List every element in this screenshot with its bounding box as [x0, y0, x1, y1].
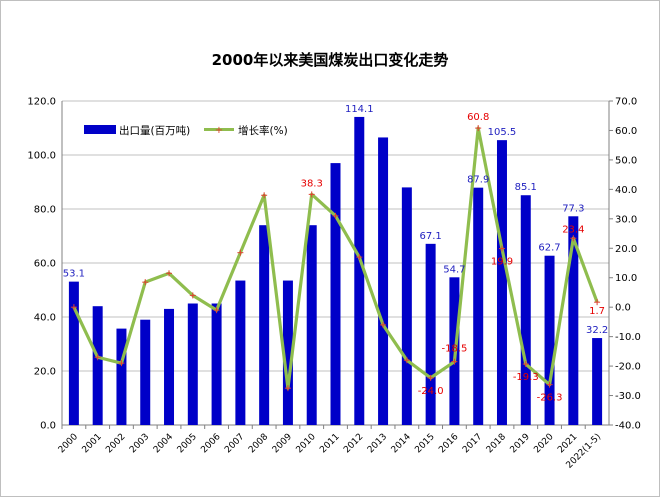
- bar-value-label: 114.1: [345, 104, 374, 115]
- bar: [259, 225, 270, 425]
- bar: [473, 187, 484, 425]
- legend-line-label: 增长率(%): [238, 124, 288, 137]
- growth-value-label: 60.8: [467, 112, 489, 123]
- bar: [282, 280, 293, 425]
- bar: [401, 187, 412, 425]
- growth-value-label: -18.5: [441, 344, 467, 355]
- x-axis-tick-label: 2017: [461, 432, 484, 455]
- x-axis-tick-label: 2004: [152, 432, 175, 455]
- x-axis-tick-label: 2000: [57, 432, 80, 455]
- bar: [568, 216, 579, 425]
- bar-value-label: 87.9: [467, 175, 489, 186]
- bar-value-label: 77.3: [562, 203, 584, 214]
- left-axis-tick-label: 100.0: [27, 151, 56, 162]
- x-axis-tick-label: 2011: [318, 432, 341, 455]
- bar: [164, 308, 175, 425]
- growth-value-label: -19.3: [513, 372, 539, 383]
- left-axis-tick-label: 40.0: [34, 313, 56, 324]
- right-axis-tick-label: 20.0: [615, 244, 637, 255]
- bar-value-label: 32.2: [586, 325, 608, 336]
- x-axis-tick-label: 2014: [390, 432, 413, 455]
- bar: [330, 163, 341, 425]
- bar-value-label: 53.1: [63, 269, 85, 280]
- x-axis-tick-label: 2013: [366, 432, 389, 455]
- right-axis-tick-label: -10.0: [615, 332, 641, 343]
- legend-bar-swatch: [84, 125, 116, 134]
- left-axis-tick-label: 20.0: [34, 367, 56, 378]
- bar: [496, 140, 507, 425]
- x-axis-tick-label: 2019: [509, 432, 532, 455]
- x-axis-tick-label: 2015: [413, 432, 436, 455]
- x-axis-tick-label: 2007: [223, 432, 246, 455]
- bar: [92, 306, 103, 425]
- right-axis-tick-label: -20.0: [615, 362, 641, 373]
- bar: [544, 255, 555, 425]
- growth-value-label: 23.4: [562, 224, 584, 235]
- bar: [187, 303, 198, 425]
- legend: 出口量(百万吨) + 增长率(%): [84, 124, 288, 137]
- x-axis-tick-label: 2003: [128, 432, 151, 455]
- right-axis-tick-label: 70.0: [615, 97, 637, 108]
- left-axis-tick-label: 120.0: [27, 97, 56, 108]
- x-axis-tick-label: 2020: [532, 432, 555, 455]
- right-axis-tick-label: 50.0: [615, 155, 637, 166]
- x-axis-tick-label: 2010: [295, 432, 318, 455]
- growth-rate-line: [70, 125, 601, 392]
- left-axis-tick-label: 0.0: [40, 421, 56, 432]
- bar: [235, 280, 246, 425]
- x-axis-tick-label: 2018: [485, 432, 508, 455]
- data-labels: 53.1 114.1 67.1 54.7 87.9 105.5 85.1 62.7 77.3 32…: [63, 104, 608, 404]
- right-axis-tick-label: -40.0: [615, 421, 641, 432]
- right-axis-tick-label: 0.0: [615, 303, 631, 314]
- bar: [592, 338, 603, 425]
- bar: [520, 195, 531, 425]
- bar-value-label: 105.5: [488, 127, 517, 138]
- x-axis-tick-label: 2002: [104, 432, 127, 455]
- x-axis-tick-label: 2006: [199, 432, 222, 455]
- right-axis-tick-label: 30.0: [615, 214, 637, 225]
- right-axis-tick-label: 10.0: [615, 273, 637, 284]
- bar: [211, 303, 222, 425]
- bar: [68, 281, 79, 425]
- growth-value-label: -26.3: [537, 393, 563, 404]
- bar: [140, 319, 151, 425]
- growth-value-label: -24.0: [418, 386, 444, 397]
- growth-value-label: 38.3: [301, 178, 323, 189]
- x-axis-tick-label: 2001: [81, 432, 104, 455]
- growth-value-label: 19.9: [491, 257, 513, 268]
- x-axis-tick-label: 2009: [271, 432, 294, 455]
- bar-value-label: 67.1: [419, 231, 441, 242]
- bar: [425, 243, 436, 425]
- x-axis-tick-label: 2008: [247, 432, 270, 455]
- bar-value-label: 85.1: [515, 182, 537, 193]
- legend-line-marker: +: [215, 125, 223, 136]
- legend-bar-label: 出口量(百万吨): [119, 124, 190, 137]
- right-axis-tick-label: 60.0: [615, 126, 637, 137]
- right-axis-tick-label: 40.0: [615, 185, 637, 196]
- right-axis-tick-label: -30.0: [615, 391, 641, 402]
- left-axis-tick-label: 80.0: [34, 205, 56, 216]
- bar: [116, 328, 127, 425]
- x-axis-tick-label: 2016: [437, 432, 460, 455]
- bar: [378, 137, 389, 425]
- x-axis-tick-label: 2012: [342, 432, 365, 455]
- chart-title: 2000年以来美国煤炭出口变化走势: [212, 51, 449, 69]
- bar-value-label: 62.7: [538, 243, 560, 254]
- bar: [306, 225, 317, 425]
- bar: [354, 116, 365, 426]
- x-axis-tick-label: 2005: [176, 432, 199, 455]
- left-axis-tick-label: 60.0: [34, 259, 56, 270]
- bar-value-label: 54.7: [443, 264, 465, 275]
- growth-value-label: 1.7: [589, 306, 605, 317]
